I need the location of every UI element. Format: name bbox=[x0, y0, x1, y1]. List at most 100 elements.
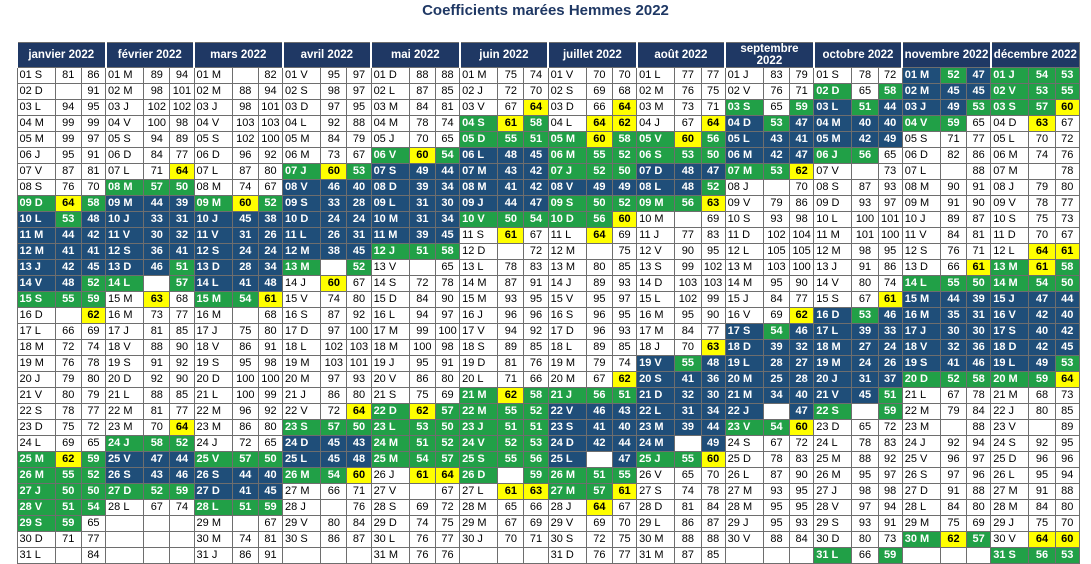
coefficient-morning: 99 bbox=[54, 115, 82, 132]
coefficient-evening: 57 bbox=[434, 451, 461, 468]
coefficient-morning: 24 bbox=[320, 211, 348, 228]
empty-cell bbox=[789, 547, 815, 564]
coefficient-evening: 40 bbox=[877, 115, 903, 132]
day-label: 27 L bbox=[459, 483, 499, 500]
day-label: 10 L bbox=[813, 211, 853, 228]
coefficient-morning: 103 bbox=[231, 115, 259, 132]
coefficient-morning: 55 bbox=[54, 291, 82, 308]
coefficient-evening: 44 bbox=[169, 451, 195, 468]
coefficient-evening: 62 bbox=[789, 163, 815, 180]
day-label: 02 D bbox=[813, 83, 853, 100]
day-label: 16 L bbox=[370, 307, 410, 324]
coefficient-evening: 82 bbox=[257, 67, 284, 84]
page-title: Coefficients marées Hemmes 2022 bbox=[422, 2, 669, 19]
coefficient-morning: 49 bbox=[939, 99, 968, 116]
coefficient-morning: 84 bbox=[408, 99, 436, 116]
day-label: 24 M bbox=[370, 435, 410, 452]
coefficient-morning: 54 bbox=[1028, 67, 1056, 84]
coefficient-evening: 75 bbox=[700, 83, 726, 100]
day-label: 13 V bbox=[370, 259, 410, 276]
day-label: 04 L bbox=[282, 115, 322, 132]
day-label: 26 S bbox=[193, 467, 233, 484]
month-header: novembre 2022 bbox=[901, 42, 992, 68]
coefficient-evening: 31 bbox=[966, 307, 992, 324]
coefficient-morning: 53 bbox=[851, 307, 879, 324]
day-label: 06 M bbox=[547, 147, 587, 164]
month-header: août 2022 bbox=[635, 42, 726, 68]
day-label: 25 V bbox=[105, 451, 145, 468]
coefficient-morning: 41 bbox=[497, 179, 525, 196]
day-label: 26 S bbox=[105, 467, 145, 484]
coefficient-evening: 74 bbox=[434, 115, 461, 132]
coefficient-evening: 32 bbox=[169, 227, 195, 244]
coefficient-morning: 44 bbox=[231, 467, 259, 484]
day-label: 14 L bbox=[105, 275, 145, 292]
day-label: 13 M bbox=[724, 259, 764, 276]
coefficient-morning: 88 bbox=[231, 83, 259, 100]
coefficient-morning: 42 bbox=[54, 259, 82, 276]
coefficient-evening: 68 bbox=[169, 291, 195, 308]
coefficient-morning: 75 bbox=[408, 387, 436, 404]
coefficient-morning: 87 bbox=[497, 275, 525, 292]
coefficient-evening: 95 bbox=[700, 243, 726, 260]
coefficient-evening: 50 bbox=[1054, 275, 1081, 292]
day-label: 31 L bbox=[16, 547, 56, 564]
coefficient-evening: 49 bbox=[877, 131, 903, 148]
coefficient-evening: 90 bbox=[169, 371, 195, 388]
coefficient-evening: 59 bbox=[257, 499, 284, 516]
day-label: 19 M bbox=[16, 355, 56, 372]
coefficient-evening: 71 bbox=[700, 99, 726, 116]
day-label: 14 M bbox=[990, 275, 1030, 292]
coefficient-evening: 65 bbox=[877, 147, 903, 164]
coefficient-morning: 70 bbox=[1028, 227, 1056, 244]
coefficient-evening: 68 bbox=[611, 83, 638, 100]
coefficient-morning: 94 bbox=[54, 99, 82, 116]
coefficient-morning bbox=[497, 243, 525, 260]
day-label: 01 S bbox=[813, 67, 853, 84]
coefficient-evening: 36 bbox=[700, 371, 726, 388]
day-label: 25 M bbox=[16, 451, 56, 468]
coefficient-morning: 62 bbox=[939, 531, 968, 548]
coefficient-evening: 94 bbox=[966, 435, 992, 452]
table-row: 14 V 48 52 14 L 57 14 L 41 48 14 J 60 67 14 S 72 78 14… bbox=[16, 275, 1081, 292]
coefficient-morning: 55 bbox=[939, 275, 968, 292]
day-label: 15 V bbox=[282, 291, 322, 308]
coefficient-evening: 33 bbox=[877, 323, 903, 340]
coefficient-evening: 98 bbox=[789, 211, 815, 228]
day-label: 24 D bbox=[282, 435, 322, 452]
day-label: 31 S bbox=[990, 547, 1030, 564]
coefficient-evening: 67 bbox=[1054, 227, 1081, 244]
day-label: 27 D bbox=[193, 483, 233, 500]
coefficient-evening: 47 bbox=[523, 195, 549, 212]
day-label: 01 V bbox=[282, 67, 322, 84]
day-label: 08 M bbox=[459, 179, 499, 196]
coefficient-evening: 97 bbox=[80, 131, 107, 148]
coefficient-evening: 98 bbox=[169, 115, 195, 132]
coefficient-morning: 93 bbox=[851, 195, 879, 212]
table-row: 16 D 62 16 M 73 77 16 M 68 16 S 87 92 16 L 94 97 16 J… bbox=[16, 307, 1081, 324]
day-label: 04 L bbox=[547, 115, 587, 132]
day-label: 03 V bbox=[459, 99, 499, 116]
coefficient-morning: 55 bbox=[497, 403, 525, 420]
coefficient-evening: 77 bbox=[169, 403, 195, 420]
day-label: 24 S bbox=[724, 435, 764, 452]
coefficient-morning: 89 bbox=[585, 339, 613, 356]
coefficient-evening: 83 bbox=[523, 259, 549, 276]
coefficient-morning: 48 bbox=[54, 275, 82, 292]
coefficient-evening: 72 bbox=[434, 499, 461, 516]
coefficient-evening: 79 bbox=[346, 131, 372, 148]
coefficient-morning: 48 bbox=[497, 147, 525, 164]
coefficient-morning: 66 bbox=[54, 323, 82, 340]
day-label: 13 M bbox=[990, 259, 1030, 276]
day-label: 24 J bbox=[901, 435, 941, 452]
day-label: 14 D bbox=[636, 275, 676, 292]
day-label: 24 J bbox=[193, 435, 233, 452]
coefficient-evening: 67 bbox=[346, 147, 372, 164]
coefficient-evening: 47 bbox=[611, 451, 638, 468]
day-label: 05 L bbox=[724, 131, 764, 148]
day-label: 06 M bbox=[724, 147, 764, 164]
coefficient-evening: 72 bbox=[877, 67, 903, 84]
coefficient-evening: 101 bbox=[877, 211, 903, 228]
coefficient-evening: 95 bbox=[523, 291, 549, 308]
coefficient-evening: 52 bbox=[611, 147, 638, 164]
